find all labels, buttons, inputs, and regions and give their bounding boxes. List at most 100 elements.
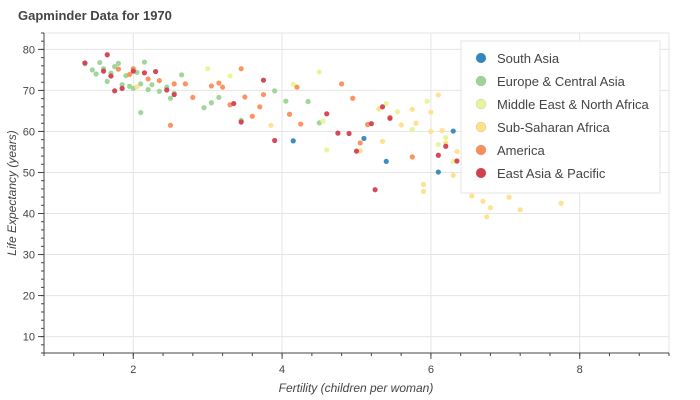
y-tick-label: 10 — [23, 332, 35, 344]
data-point — [286, 111, 293, 117]
axes: 2 4 6 8 10 20 30 40 50 60 70 80 — [23, 32, 670, 376]
data-point — [372, 187, 378, 193]
data-point — [167, 122, 174, 128]
data-point — [260, 91, 267, 98]
data-point — [324, 111, 330, 117]
data-point — [305, 98, 311, 105]
data-point — [368, 121, 374, 127]
y-tick-label: 80 — [23, 44, 35, 56]
data-point — [268, 122, 274, 128]
grid-lines — [44, 33, 669, 353]
data-point — [435, 92, 441, 98]
data-point — [100, 68, 107, 74]
x-tick-label: 4 — [279, 364, 285, 376]
data-point — [435, 169, 441, 175]
chart-title: Gapminder Data for 1970 — [18, 8, 172, 23]
data-point — [119, 82, 125, 88]
legend-label: Europe & Central Asia — [497, 74, 626, 89]
data-point — [257, 104, 263, 110]
y-tick-label: 30 — [23, 250, 35, 262]
legend-swatch — [475, 75, 487, 87]
legend-label: Sub-Saharan Africa — [497, 120, 611, 135]
data-point — [190, 94, 196, 101]
data-point — [439, 128, 445, 134]
data-point — [428, 128, 434, 135]
data-point — [238, 119, 244, 125]
data-point — [283, 98, 289, 104]
legend-label: America — [497, 143, 545, 158]
data-point — [353, 148, 360, 154]
data-point — [361, 135, 367, 142]
data-point — [130, 68, 136, 74]
data-point — [272, 137, 278, 144]
x-tick-label: 2 — [130, 364, 136, 376]
data-point — [487, 205, 494, 211]
x-tick-label: 8 — [577, 364, 583, 376]
data-point — [156, 88, 162, 94]
data-point — [141, 59, 148, 65]
data-point — [409, 126, 415, 133]
data-point — [506, 194, 512, 200]
data-point — [450, 172, 456, 178]
data-point — [484, 214, 490, 220]
data-point — [346, 130, 352, 137]
data-point — [420, 188, 427, 194]
legend-swatch — [475, 98, 487, 110]
data-point — [290, 138, 296, 144]
data-point — [450, 128, 456, 134]
data-point — [138, 81, 144, 87]
data-point — [145, 76, 151, 82]
data-point — [435, 141, 441, 148]
data-point — [112, 64, 118, 70]
legend: South Asia Europe & Central Asia Middle Ea… — [460, 40, 661, 194]
legend-box — [460, 40, 661, 194]
data-point — [115, 60, 122, 66]
data-point — [517, 207, 523, 213]
y-axis-label: Life Expectancy (years) — [5, 130, 19, 255]
data-point — [167, 95, 174, 101]
data-point — [104, 52, 110, 58]
data-point — [350, 95, 356, 101]
data-point — [171, 91, 177, 98]
x-axis-label: Fertility (children per woman) — [279, 381, 434, 395]
data-point — [413, 120, 419, 126]
y-tick-label: 70 — [23, 85, 35, 97]
legend-swatch — [475, 144, 487, 156]
data-point — [409, 154, 415, 160]
data-point — [387, 115, 393, 121]
data-point — [324, 147, 330, 153]
data-point — [409, 106, 415, 112]
data-point — [469, 193, 475, 199]
data-point — [216, 80, 222, 86]
data-point — [316, 69, 322, 75]
data-point — [156, 77, 162, 84]
data-point — [104, 78, 110, 85]
data-point — [242, 94, 248, 100]
data-point — [272, 88, 278, 94]
data-point — [454, 148, 460, 155]
data-point — [339, 81, 345, 87]
legend-label: South Asia — [497, 51, 560, 66]
data-point — [216, 94, 222, 101]
data-point — [179, 72, 185, 78]
data-point — [115, 66, 122, 72]
data-point — [480, 198, 486, 204]
data-point — [227, 73, 233, 79]
legend-swatch — [475, 121, 487, 133]
data-point — [379, 138, 386, 144]
data-point — [153, 68, 159, 75]
data-point — [424, 98, 430, 104]
y-tick-label: 60 — [23, 126, 35, 138]
data-point — [108, 73, 114, 79]
data-point — [138, 109, 144, 116]
data-point — [383, 158, 389, 165]
data-point — [454, 158, 460, 164]
data-point — [335, 130, 341, 136]
legend-label: Middle East & North Africa — [497, 97, 649, 112]
data-point — [149, 82, 155, 88]
legend-swatch — [475, 167, 487, 179]
data-point — [383, 100, 389, 107]
data-point — [145, 87, 151, 93]
data-point — [558, 200, 564, 206]
